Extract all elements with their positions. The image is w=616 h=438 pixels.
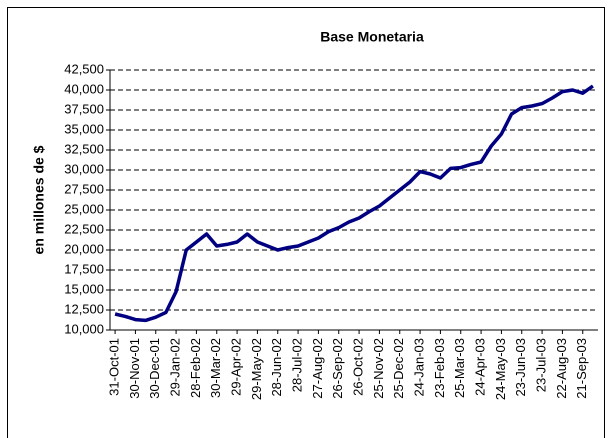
y-tick-label: 15,000 <box>64 281 104 296</box>
y-tick-label: 17,500 <box>64 261 104 276</box>
x-tick-label: 25-Nov-02 <box>371 338 386 399</box>
y-tick-label: 32,500 <box>64 141 104 156</box>
x-tick-label: 24-Apr-03 <box>473 338 488 396</box>
y-tick-label: 27,500 <box>64 181 104 196</box>
y-tick-label: 37,500 <box>64 101 104 116</box>
x-tick-label: 29-Apr-02 <box>229 338 244 396</box>
x-tick-label: 24-May-03 <box>493 338 508 400</box>
x-tick-label: 28-Feb-02 <box>188 338 203 398</box>
y-axis-label: en millones de $ <box>31 145 47 254</box>
x-tick-label: 21-Sep-03 <box>574 338 589 399</box>
chart-title: Base Monetaria <box>320 29 424 45</box>
x-tick-label: 28-Jun-02 <box>269 338 284 397</box>
y-tick-label: 20,000 <box>64 241 104 256</box>
x-tick-label: 27-Aug-02 <box>310 338 325 399</box>
x-tick-label: 25-Dec-02 <box>391 338 406 399</box>
x-tick-label: 23-Jul-03 <box>534 338 549 392</box>
x-tick-label: 23-Jun-03 <box>513 338 528 397</box>
x-tick-label: 22-Aug-03 <box>554 338 569 399</box>
y-tick-label: 10,000 <box>64 321 104 336</box>
y-tick-label: 22,500 <box>64 221 104 236</box>
x-tick-label: 26-Sep-02 <box>330 338 345 399</box>
y-tick-label: 42,500 <box>64 61 104 76</box>
x-tick-label: 30-Dec-01 <box>147 338 162 399</box>
x-tick-label: 28-Jul-02 <box>290 338 305 392</box>
y-tick-label: 30,000 <box>64 161 104 176</box>
x-tick-label: 25-Mar-03 <box>452 338 467 398</box>
chart-border <box>7 7 605 438</box>
y-tick-label: 12,500 <box>64 301 104 316</box>
y-tick-label: 35,000 <box>64 121 104 136</box>
x-tick-label: 29-May-02 <box>249 338 264 400</box>
x-tick-label: 31-Oct-01 <box>107 338 122 396</box>
data-line <box>114 84 594 323</box>
x-tick-label: 30-Nov-01 <box>127 338 142 399</box>
x-tick-label: 24-Jan-03 <box>412 338 427 397</box>
x-tick-label: 30-Mar-02 <box>208 338 223 398</box>
y-tick-label: 25,000 <box>64 201 104 216</box>
x-tick-label: 29-Jan-02 <box>168 338 183 397</box>
x-tick-label: 26-Oct-02 <box>351 338 366 396</box>
y-tick-label: 40,000 <box>64 81 104 96</box>
x-tick-label: 23-Feb-03 <box>432 338 447 398</box>
